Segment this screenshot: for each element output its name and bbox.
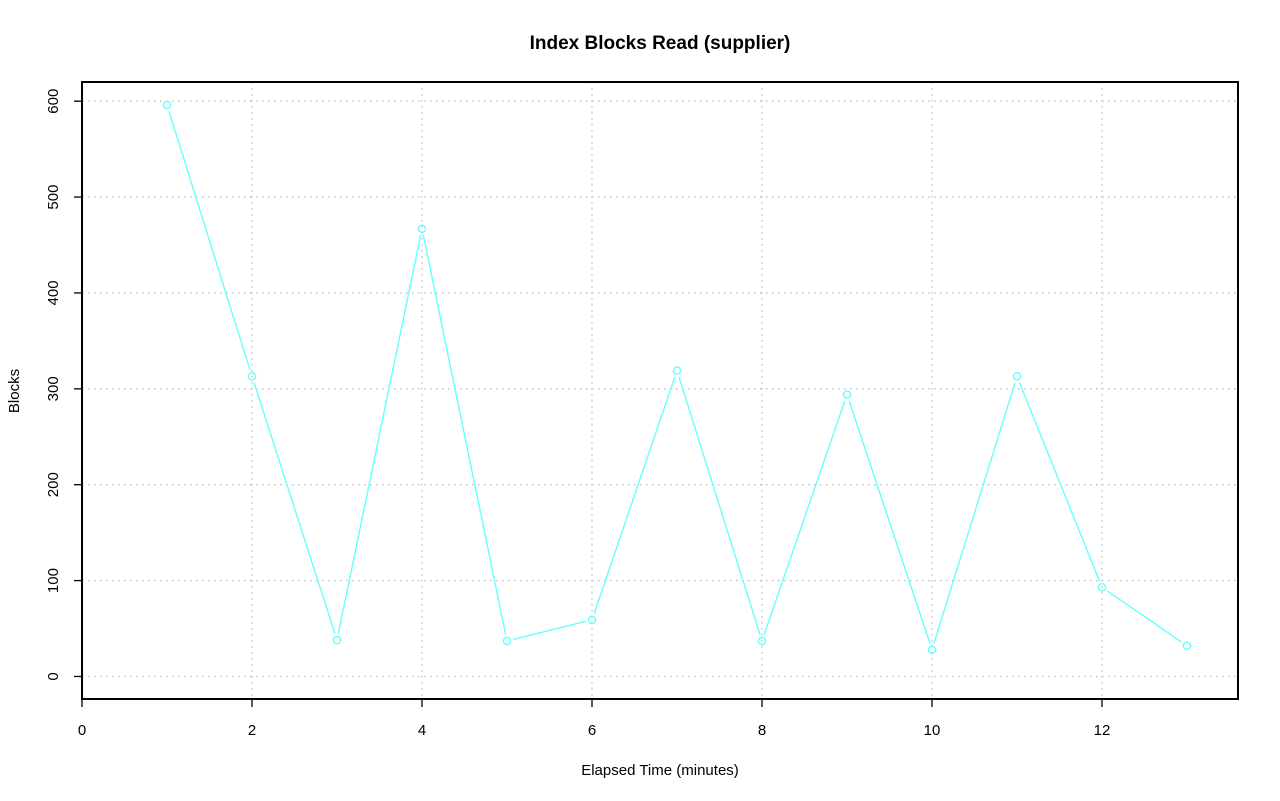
data-point xyxy=(1097,582,1107,592)
series-line-segment xyxy=(1107,590,1182,643)
grid xyxy=(81,82,1238,699)
series-line-segment xyxy=(593,376,676,614)
x-tick-label: 0 xyxy=(78,722,86,739)
data-point xyxy=(417,224,427,233)
chart-title: Index Blocks Read (supplier) xyxy=(530,33,791,54)
series-line-segment xyxy=(422,235,507,635)
series-line-segment xyxy=(763,400,846,635)
series-line-segment xyxy=(1018,382,1101,582)
data-point xyxy=(1012,372,1022,381)
x-tick-label: 10 xyxy=(924,722,941,739)
data-point xyxy=(332,635,342,645)
data-point xyxy=(162,100,172,110)
data-point xyxy=(842,390,852,399)
y-tick-label: 400 xyxy=(45,280,62,305)
series-line-segment xyxy=(933,382,1016,644)
x-tick-label: 12 xyxy=(1094,722,1111,739)
x-tick-label: 2 xyxy=(248,722,256,739)
series-line-segment xyxy=(678,376,761,635)
y-tick-label: 0 xyxy=(45,672,62,680)
x-tick-label: 8 xyxy=(758,722,766,739)
series-line-segment xyxy=(848,400,931,644)
x-axis-label: Elapsed Time (minutes) xyxy=(581,762,739,779)
y-axis-label: Blocks xyxy=(6,369,23,413)
data-point xyxy=(757,636,767,646)
series-line-segment xyxy=(337,235,422,634)
series-line-segment xyxy=(253,382,336,634)
series-line-segment xyxy=(168,111,251,371)
plot-frame xyxy=(81,81,1239,700)
y-tick-label: 200 xyxy=(45,472,62,497)
data-point xyxy=(587,615,597,625)
x-tick-label: 4 xyxy=(418,722,426,739)
series-line-segment xyxy=(513,620,586,641)
data-point xyxy=(672,366,682,375)
y-tick-label: 100 xyxy=(45,568,62,593)
data-point xyxy=(1182,641,1192,651)
x-tick-label: 6 xyxy=(588,722,596,739)
y-axis: 0 100 200 300 400 500 600 xyxy=(45,89,82,681)
y-tick-label: 500 xyxy=(45,185,62,210)
y-tick-label: 300 xyxy=(45,376,62,401)
series-layer xyxy=(162,100,1192,654)
x-axis: 0 2 4 6 8 10 12 xyxy=(78,699,1111,739)
data-point xyxy=(502,636,512,646)
data-point xyxy=(247,372,257,381)
data-point xyxy=(927,645,937,654)
y-tick-label: 600 xyxy=(45,89,62,114)
